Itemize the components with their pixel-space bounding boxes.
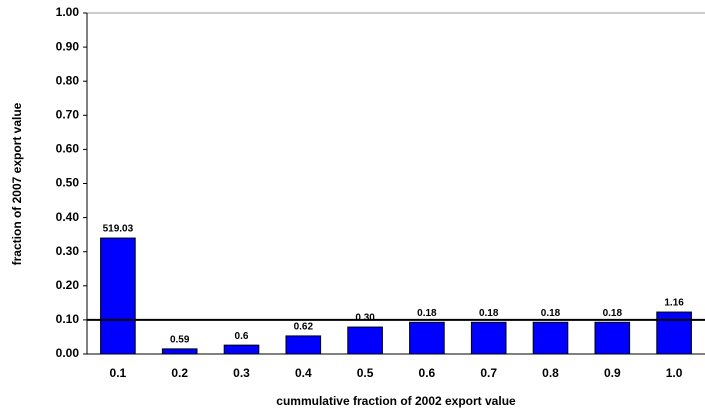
bar	[532, 321, 569, 355]
x-tick-label: 0.4	[295, 366, 312, 380]
x-tick-label: 1.0	[666, 366, 683, 380]
y-tick-label: 0.80	[56, 73, 80, 87]
x-tick-label: 0.7	[480, 366, 497, 380]
bar	[100, 237, 136, 355]
bar	[656, 311, 692, 355]
bar	[347, 326, 383, 355]
bar	[161, 348, 198, 355]
y-tick-label: 1.00	[56, 5, 80, 19]
bar	[470, 321, 507, 355]
bar-annotation: 0.18	[603, 308, 623, 319]
bar-annotation: 0.59	[170, 335, 190, 346]
y-tick-label: 0.10	[56, 312, 80, 326]
bar-annotation: 0.18	[479, 308, 499, 319]
bar-annotation: 1.16	[664, 298, 684, 309]
bar	[223, 344, 260, 355]
x-axis-label: cummulative fraction of 2002 export valu…	[276, 394, 516, 408]
y-tick-label: 0.90	[56, 39, 80, 53]
y-tick-label: 0.50	[56, 176, 80, 190]
y-tick-label: 0.70	[56, 107, 80, 121]
y-tick-label: 0.40	[56, 210, 80, 224]
x-tick-label: 0.5	[357, 366, 374, 380]
x-tick-label: 0.8	[542, 366, 559, 380]
y-tick-label: 0.30	[56, 244, 80, 258]
bar-annotation: 0.18	[417, 308, 437, 319]
bar	[594, 321, 631, 355]
x-tick-label: 0.6	[419, 366, 436, 380]
bar-annotation: 0.18	[541, 308, 561, 319]
y-tick-label: 0.00	[56, 346, 80, 360]
bar	[409, 321, 445, 355]
bar-annotation: 0.6	[235, 331, 249, 342]
y-axis-label: fraction of 2007 export value	[10, 102, 24, 265]
x-tick-label: 0.1	[110, 366, 127, 380]
x-tick-label: 0.3	[233, 366, 250, 380]
y-tick-label: 0.60	[56, 142, 80, 156]
bar-annotation: 519.03	[103, 224, 134, 235]
bar-annotation: 0.62	[294, 322, 314, 333]
bar	[285, 335, 322, 355]
x-tick-label: 0.9	[604, 366, 621, 380]
y-tick-label: 0.20	[56, 278, 80, 292]
bar-annotation: 0.30	[355, 313, 375, 324]
x-tick-label: 0.2	[171, 366, 188, 380]
